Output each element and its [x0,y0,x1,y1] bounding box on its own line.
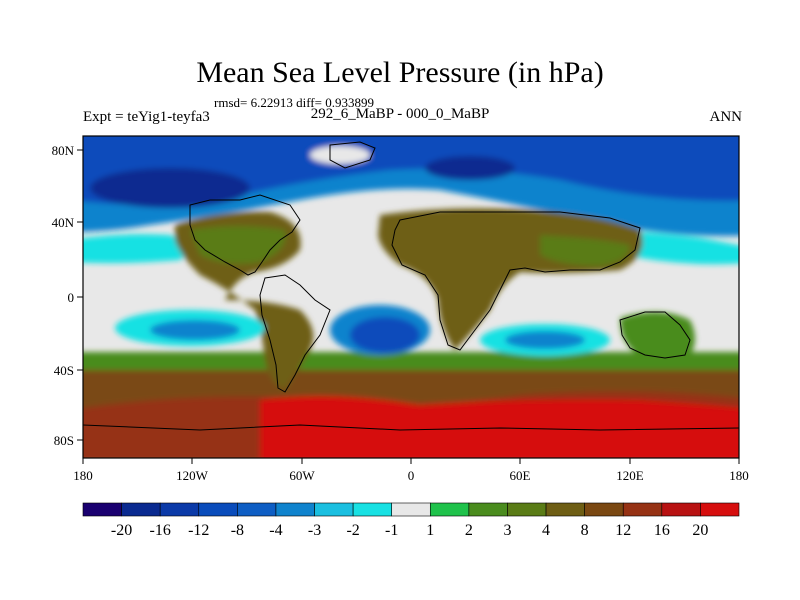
colorbar-segment [545,502,585,517]
y-tick-label: 40N [52,215,75,230]
colorbar-label: 4 [542,522,550,539]
colorbar-segment [352,502,393,517]
y-tick-label: 80S [54,433,74,448]
coastline-outlines [83,141,739,431]
colorbar-segment [391,502,431,517]
y-tick-label: 80N [52,143,75,158]
colorbar-label: 16 [654,522,670,539]
southern-red-band-inner [260,396,739,458]
x-tick-label: 180 [729,468,749,483]
colorbar-segment [275,502,315,517]
plot-title: Mean Sea Level Pressure (in hPa) [196,56,604,89]
x-tick-label: 60W [289,468,315,483]
colorbar: -20 -16 -12 -8 -4 -3 -2 -1 1 2 3 4 8 12 16 20 [82,502,740,539]
colorbar-label: -3 [308,522,321,539]
colorbar-segment [468,502,508,517]
north-cyan-band-west [83,234,188,264]
colorbar-label: -4 [269,522,282,539]
x-tick-label: 0 [408,468,415,483]
x-tick-label: 120W [176,468,209,483]
pressure-field [83,136,739,458]
colorbar-label: -12 [188,522,209,539]
north-pacific-low [90,168,250,208]
south-america-outline [259,274,331,393]
north-america-outline [189,194,301,276]
colorbar-segment [622,502,663,517]
australia-outline [619,311,691,359]
colorbar-label: 12 [615,522,631,539]
colorbar-segment [507,502,547,517]
colorbar-label: -2 [346,522,359,539]
colorbar-segment [429,502,470,517]
axis-ticks [77,149,740,464]
colorbar-segment [314,502,354,517]
colorbar-label: 20 [692,522,708,539]
x-tick-label: 180 [73,468,93,483]
colorbar-label: 1 [426,522,434,539]
colorbar-label: -20 [111,522,132,539]
greenland-outline [329,141,376,169]
colorbar-label: -16 [150,522,171,539]
colorbar-segment [237,502,277,517]
colorbar-label: 3 [503,522,511,539]
colorbar-segment [82,502,122,517]
y-tick-label: 0 [68,290,75,305]
asia-green [540,235,630,266]
antarctica-outline [83,424,739,431]
colorbar-label: 8 [581,522,589,539]
north-eurasia-low [425,156,515,180]
experiment-label: Expt = teYig1-teyfa3 [83,109,210,125]
south-atlantic-darkblue [350,317,420,353]
colorbar-label: -8 [231,522,244,539]
arctic-neutral-patch [310,146,370,164]
colorbar-segment [198,502,238,517]
colorbar-segment [700,502,740,517]
north-america-green [190,226,286,264]
x-tick-label: 120E [616,468,644,483]
eurasia-africa-outline [391,211,641,351]
colorbar-segment [661,502,701,517]
south-pacific-blue [150,320,240,340]
colorbar-segment [584,502,624,517]
indian-ocean-blue [505,331,585,349]
x-tick-label: 60E [510,468,531,483]
season-label: ANN [709,109,743,125]
colorbar-label: 2 [465,522,473,539]
colorbar-segment [159,502,200,517]
colorbar-label: -1 [385,522,398,539]
statistics-line: rmsd= 6.22913 diff= 0.933899 [214,95,374,110]
y-tick-label: 40S [54,363,74,378]
colorbar-segment [121,502,161,517]
australia-green [620,311,695,358]
plot-subtitle: 292_6_MaBP - 000_0_MaBP [310,106,490,122]
